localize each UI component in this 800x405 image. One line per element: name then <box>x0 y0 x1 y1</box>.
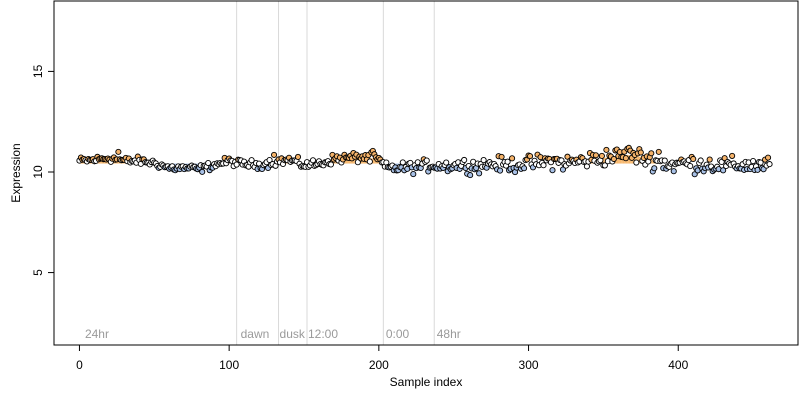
data-point <box>476 170 483 177</box>
phase-label: dawn <box>241 327 270 341</box>
plot-frame <box>53 0 799 346</box>
data-point <box>670 168 677 175</box>
y-tick-label: 15 <box>31 64 45 78</box>
data-point <box>592 152 599 159</box>
data-point <box>540 162 547 169</box>
data-point <box>637 149 644 156</box>
phase-labels: 24hr dawn dusk 12:00 0:00 48hr <box>85 327 461 341</box>
data-point <box>294 153 302 161</box>
data-point <box>648 150 655 157</box>
data-point <box>410 171 417 178</box>
data-point <box>443 159 450 166</box>
data-point <box>765 154 772 161</box>
data-point <box>766 161 773 168</box>
data-point <box>697 157 704 164</box>
data-point <box>480 157 487 164</box>
data-point <box>205 159 212 167</box>
data-point <box>721 155 728 162</box>
data-point <box>601 162 608 169</box>
data-point <box>720 167 727 174</box>
x-tick-label: 400 <box>668 358 688 372</box>
data-point <box>603 146 610 153</box>
trend-ribbon-segment <box>618 155 620 164</box>
data-point <box>399 159 406 166</box>
y-tick-label: 5 <box>31 269 45 276</box>
data-point <box>526 153 534 160</box>
data-point <box>115 148 122 155</box>
data-point <box>461 156 468 164</box>
data-points <box>76 144 773 179</box>
axes: 0 100 200 300 400 5 10 15 <box>31 64 689 372</box>
data-point <box>729 152 736 159</box>
x-tick-label: 100 <box>219 358 239 372</box>
phase-label: 48hr <box>437 327 461 341</box>
y-tick-label: 10 <box>31 165 45 179</box>
x-axis-title: Sample index <box>390 375 463 389</box>
trend-ribbon-segment <box>353 157 355 164</box>
trend-ribbon-segment <box>651 159 653 164</box>
trend-ribbon-segment <box>603 157 605 164</box>
data-point <box>309 157 317 164</box>
data-point <box>661 157 668 164</box>
phase-label: dusk <box>280 327 306 341</box>
y-axis-title: Expression <box>9 143 23 202</box>
data-point <box>498 153 505 160</box>
data-point <box>549 167 556 174</box>
trend-ribbon-segment <box>372 158 375 164</box>
data-point <box>497 167 504 174</box>
data-point <box>327 161 334 168</box>
data-point <box>690 155 697 163</box>
data-point <box>750 157 757 165</box>
data-point <box>366 158 373 165</box>
phase-label: 12:00 <box>308 327 338 341</box>
data-point <box>509 155 516 162</box>
phase-label: 0:00 <box>386 327 410 341</box>
data-point <box>199 168 206 175</box>
x-tick-label: 300 <box>519 358 539 372</box>
x-tick-label: 0 <box>76 358 83 372</box>
data-point <box>655 148 662 155</box>
data-point <box>633 159 640 166</box>
data-point <box>467 172 474 179</box>
trend-ribbon-segment <box>345 158 348 164</box>
data-point <box>559 166 567 173</box>
phase-lines <box>236 1 435 345</box>
data-point <box>687 163 694 170</box>
trend-ribbon-segment <box>616 156 619 164</box>
data-point <box>622 155 629 162</box>
data-point <box>423 157 430 164</box>
data-point <box>691 171 698 178</box>
trend-ribbon-segment <box>637 156 640 164</box>
data-point <box>504 158 511 165</box>
data-point <box>271 151 278 158</box>
data-point <box>598 152 605 159</box>
data-point <box>610 155 617 163</box>
x-tick-label: 200 <box>369 358 389 372</box>
data-point <box>706 156 713 163</box>
data-point <box>757 159 764 166</box>
data-point <box>521 165 528 172</box>
phase-label: 24hr <box>85 327 109 341</box>
data-point <box>651 165 658 172</box>
